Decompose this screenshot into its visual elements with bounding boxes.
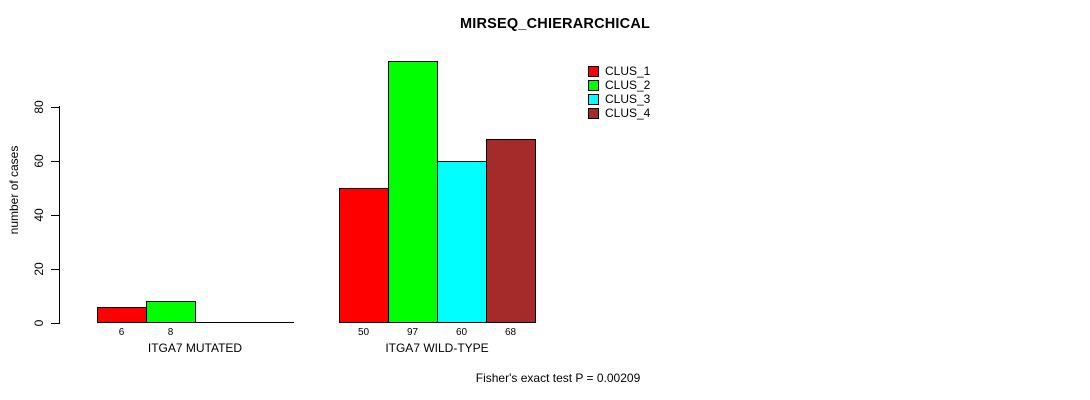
legend-swatch-clus_4 (588, 107, 599, 119)
y-tick-label: 20 (32, 262, 46, 276)
legend-swatch-clus_2 (588, 79, 599, 91)
x-category-label: ITGA7 MUTATED (147, 341, 243, 355)
y-tick-label: 80 (32, 100, 46, 114)
y-tick-mark (51, 215, 59, 216)
y-axis-label: number of cases (7, 145, 21, 235)
bar-zero-clus_4-group1 (244, 322, 294, 323)
bar-clus_3-group2 (437, 161, 487, 323)
legend-item-clus_1: CLUS_1 (588, 64, 650, 78)
legend-item-clus_4: CLUS_4 (588, 106, 650, 120)
legend-label: CLUS_3 (605, 92, 651, 107)
legend-label: CLUS_2 (605, 78, 651, 93)
legend-swatch-clus_3 (588, 93, 599, 105)
legend-label: CLUS_1 (605, 64, 651, 79)
bar-clus_2-group2 (388, 61, 438, 323)
y-tick-mark (51, 161, 59, 162)
y-axis-line (59, 106, 60, 324)
y-tick-mark (51, 269, 59, 270)
bar-clus_1-group2 (339, 188, 389, 323)
bar-value-label: 68 (504, 327, 517, 338)
chart-title: MIRSEQ_CHIERARCHICAL (459, 16, 651, 32)
legend-label: CLUS_4 (605, 106, 651, 121)
bar-value-label: 60 (455, 327, 468, 338)
bar-value-label: 8 (167, 327, 174, 338)
bar-clus_4-group2 (486, 139, 536, 323)
bar-value-label: 97 (406, 327, 419, 338)
legend-item-clus_2: CLUS_2 (588, 78, 650, 92)
y-tick-label: 0 (32, 319, 46, 327)
bar-value-label: 6 (118, 327, 125, 338)
fisher-test-annotation: Fisher's exact test P = 0.00209 (475, 371, 641, 385)
bar-value-label: 50 (357, 327, 370, 338)
legend: CLUS_1 CLUS_2 CLUS_3 CLUS_4 (588, 64, 650, 120)
x-category-label: ITGA7 WILD-TYPE (385, 341, 489, 355)
bar-clus_1-group1 (97, 307, 147, 323)
legend-item-clus_3: CLUS_3 (588, 92, 650, 106)
y-tick-mark (51, 107, 59, 108)
y-tick-mark (51, 323, 59, 324)
y-tick-label: 60 (32, 154, 46, 168)
legend-swatch-clus_1 (588, 65, 599, 77)
y-tick-label: 40 (32, 208, 46, 222)
bar-zero-clus_3-group1 (195, 322, 245, 323)
bar-clus_2-group1 (146, 301, 196, 323)
